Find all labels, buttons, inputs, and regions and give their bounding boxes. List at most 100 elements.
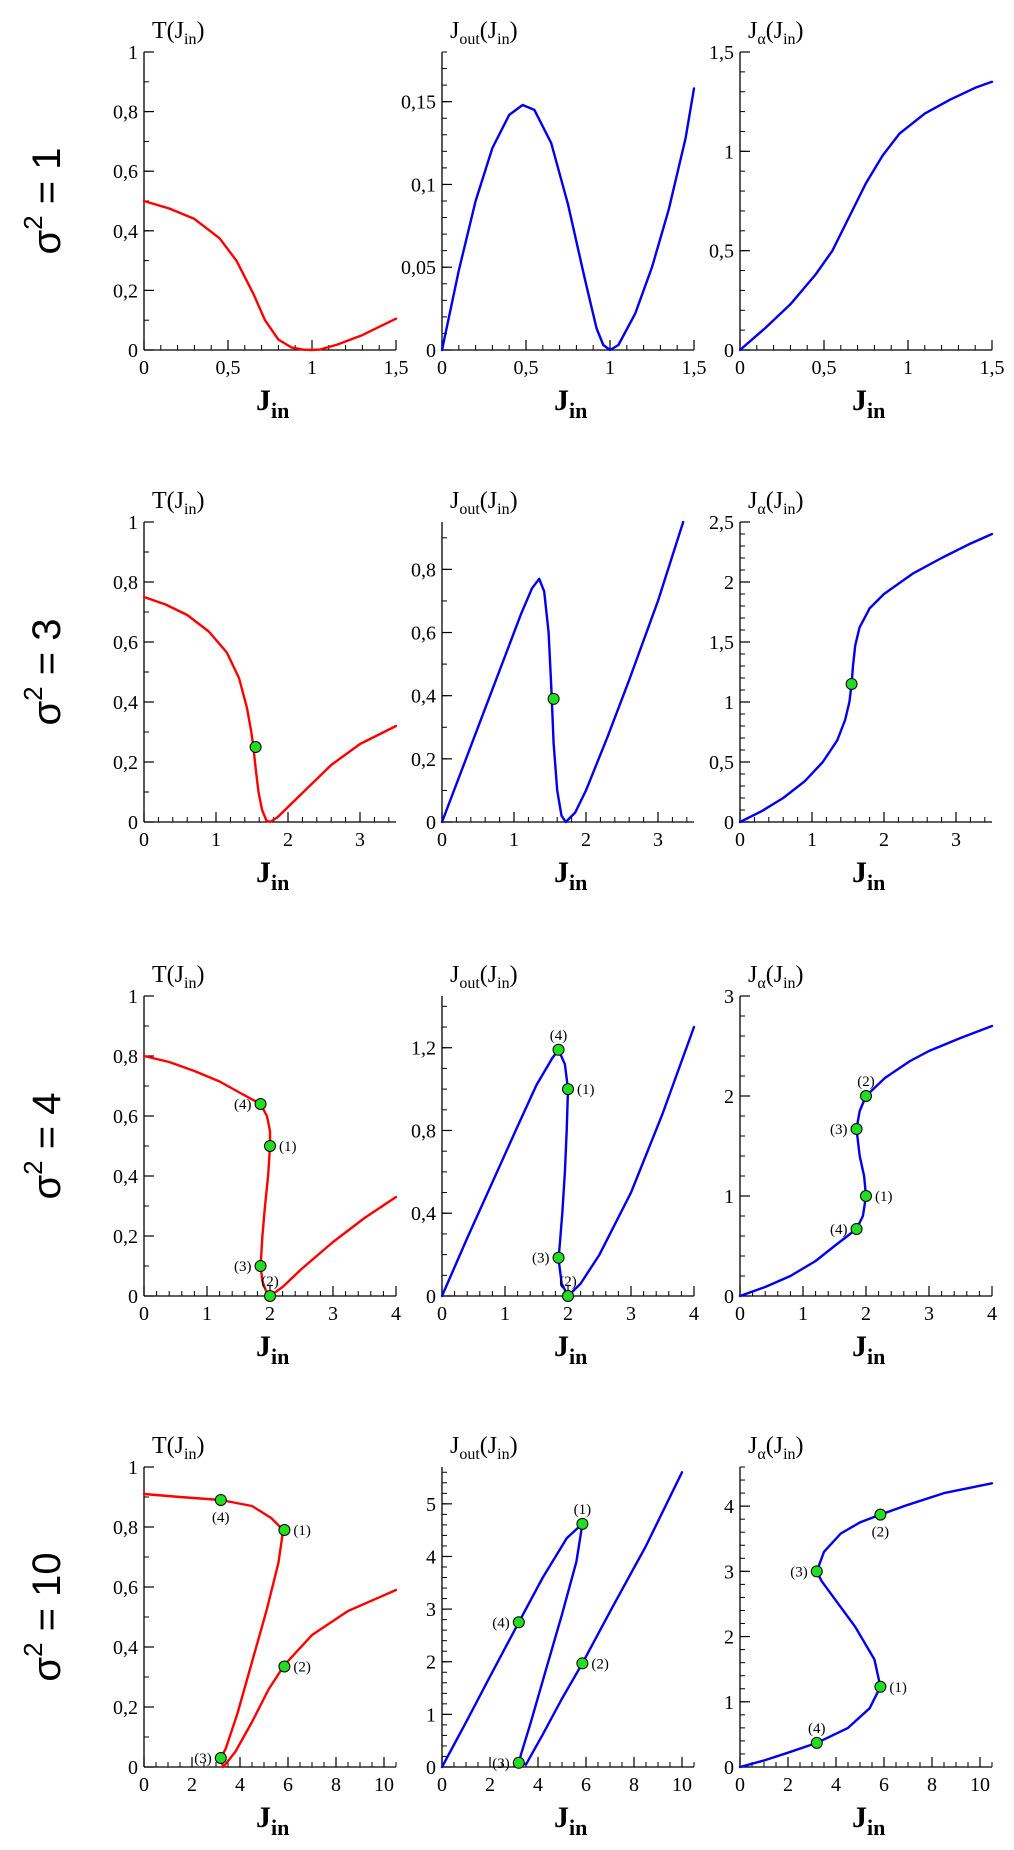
marker-label: (3) [830, 1122, 848, 1138]
x-tick-label: 1 [807, 829, 817, 851]
title-end: ) [510, 18, 518, 44]
title-main: J [450, 962, 459, 988]
row-label-sigma: σ [25, 1657, 69, 1682]
data-marker [278, 1660, 291, 1673]
row-label-sigma: σ [25, 701, 69, 726]
chart-title: Jout(Jin) [450, 962, 518, 992]
y-tick-label: 0,2 [113, 1226, 138, 1248]
x-tick-label: 6 [283, 1774, 293, 1796]
title-sub2: in [783, 1446, 795, 1463]
y-tick-label: 0,5 [709, 241, 734, 263]
y-tick-label: 5 [426, 1494, 436, 1516]
y-tick-label: 0,6 [411, 623, 436, 645]
x-tick-label: 0 [139, 1774, 149, 1796]
x-tick-label: 3 [924, 1303, 934, 1325]
marker-label: (3) [790, 1564, 808, 1580]
series-line [142, 1492, 398, 1769]
title-mid: (J [480, 18, 497, 44]
data-marker [850, 1223, 863, 1235]
title-sub2: in [783, 31, 795, 48]
y-tick-label: 0 [426, 1757, 436, 1779]
y-tick-label: 1 [128, 1457, 138, 1479]
row-label-sup: 2 [18, 215, 48, 229]
row-label-sup: 2 [18, 1160, 48, 1174]
data-marker [860, 1090, 872, 1102]
title-sub: α [757, 1446, 766, 1463]
x-tick-label: 4 [391, 1303, 401, 1325]
title-main: T(J [152, 962, 184, 988]
marker-label: (2) [261, 1274, 279, 1290]
x-tick-label: 2 [187, 1774, 197, 1796]
y-tick-label: 2 [724, 572, 734, 594]
x-tick-label: 2 [861, 1303, 871, 1325]
x-tick-label: 3 [626, 1303, 636, 1325]
series-line [738, 1024, 994, 1298]
marker-label: (3) [492, 1756, 510, 1772]
y-tick-label: 0,6 [113, 632, 138, 654]
y-tick-label: 0,2 [113, 752, 138, 774]
y-tick-label: 0,4 [411, 686, 436, 708]
series-line [738, 80, 994, 352]
x-tick-label: 0,5 [216, 357, 241, 379]
data-marker [576, 1657, 589, 1670]
row-label: σ2 = 3 [18, 619, 69, 726]
data-marker [552, 1043, 565, 1056]
title-end: ) [510, 488, 518, 514]
marker-label: (1) [574, 1502, 592, 1518]
chart-panel: 0 0,5 1 1,500,20,40,60,81T(Jin)Jin [113, 18, 409, 423]
x-tick-label: 3 [951, 829, 961, 851]
x-tick-label: 4 [235, 1774, 245, 1796]
y-tick-label: 0 [724, 340, 734, 362]
y-tick-label: 0,8 [113, 102, 138, 124]
title-main: J [450, 18, 459, 44]
y-tick-label: 0,8 [411, 559, 436, 581]
y-tick-label: 0,5 [709, 752, 734, 774]
y-tick-label: 0,2 [113, 1697, 138, 1719]
y-tick-label: 0,4 [113, 1637, 138, 1659]
marker-label: (1) [889, 1680, 907, 1696]
row-label: σ2 = 4 [18, 1093, 69, 1200]
y-tick-label: 0,4 [113, 221, 138, 243]
title-sub: in [184, 501, 196, 518]
xlabel-main: J [554, 384, 569, 417]
x-tick-label: 1 [903, 357, 913, 379]
x-tick-label: 2 [563, 1303, 573, 1325]
x-tick-label: 2 [485, 1774, 495, 1796]
marker-label: (1) [293, 1523, 311, 1539]
title-main: J [748, 488, 757, 514]
row-label: σ2 = 1 [18, 148, 69, 255]
title-sub: α [757, 975, 766, 992]
x-axis-label: Jin [256, 856, 289, 895]
x-tick-label: 0 [139, 829, 149, 851]
data-marker [264, 1140, 276, 1152]
row-label-sigma: σ [25, 230, 69, 255]
marker-label: (1) [279, 1139, 297, 1155]
x-tick-label: 0 [437, 829, 447, 851]
x-tick-label: 1 [211, 829, 221, 851]
x-axis-label: Jin [554, 384, 587, 423]
row-label-sup: 2 [18, 686, 48, 700]
x-tick-label: 2 [581, 829, 591, 851]
y-tick-label: 2 [426, 1652, 436, 1674]
title-end: ) [196, 18, 204, 44]
x-tick-label: 10 [672, 1774, 692, 1796]
x-tick-label: 0,5 [812, 357, 837, 379]
x-tick-label: 0 [735, 829, 745, 851]
series-line [142, 199, 398, 352]
title-sub: out [459, 975, 480, 992]
chart-panel: 0 1 2 300,20,40,60,81T(Jin)Jin [113, 488, 398, 895]
x-tick-label: 2 [879, 829, 889, 851]
marker-label: (2) [857, 1074, 875, 1090]
marker-label: (3) [532, 1251, 550, 1267]
chart-title: Jα(Jin) [748, 488, 804, 518]
y-tick-label: 2 [724, 1086, 734, 1108]
y-tick-label: 0 [128, 1757, 138, 1779]
chart-title: Jα(Jin) [748, 1433, 804, 1463]
x-tick-label: 0 [139, 1303, 149, 1325]
marker-label: (4) [830, 1222, 848, 1238]
xlabel-main: J [256, 856, 271, 889]
xlabel-main: J [554, 1330, 569, 1363]
x-tick-label: 3 [355, 829, 365, 851]
